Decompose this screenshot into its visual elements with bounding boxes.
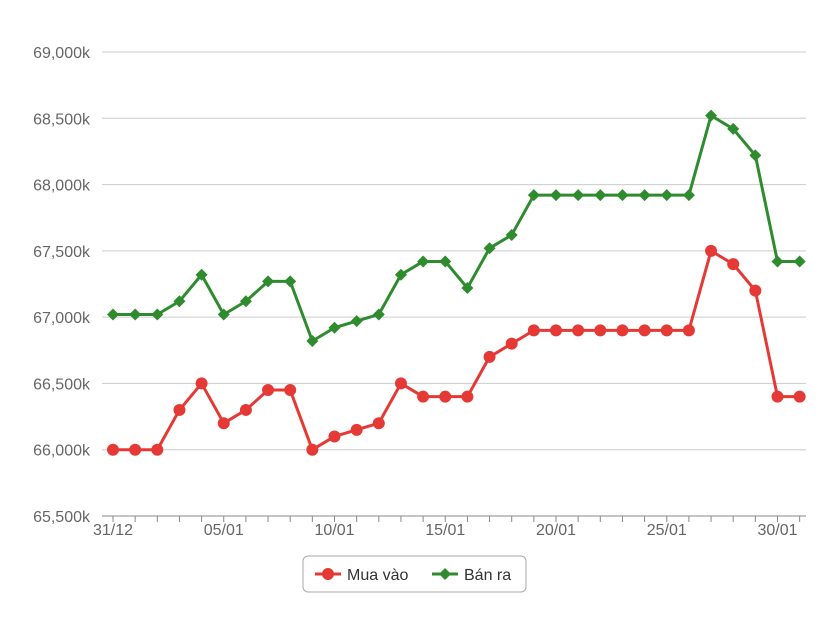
data-point[interactable] <box>727 258 740 271</box>
legend-item-ban-ra[interactable]: Bán ra <box>432 567 511 584</box>
data-point[interactable] <box>239 295 252 308</box>
data-point[interactable] <box>660 189 673 202</box>
series-ban-ra <box>107 109 806 348</box>
data-point[interactable] <box>461 281 474 294</box>
data-point[interactable] <box>682 324 695 337</box>
data-point[interactable] <box>284 384 297 397</box>
data-point[interactable] <box>151 443 164 456</box>
data-point[interactable] <box>727 122 740 135</box>
legend[interactable]: Mua vào Bán ra <box>302 555 527 593</box>
x-tick-label: 20/01 <box>536 522 576 539</box>
y-tick-label: 69,000k <box>33 45 91 62</box>
data-point[interactable] <box>129 443 142 456</box>
y-tick-label: 67,500k <box>33 244 91 261</box>
legend-marker <box>439 568 451 580</box>
data-point[interactable] <box>660 324 673 337</box>
legend-box <box>302 555 527 593</box>
data-point[interactable] <box>527 189 540 202</box>
data-point[interactable] <box>284 275 297 288</box>
series-line <box>113 249 800 452</box>
y-tick-label: 67,000k <box>33 310 91 327</box>
data-point[interactable] <box>262 275 275 288</box>
data-point[interactable] <box>173 295 186 308</box>
data-point[interactable] <box>173 403 186 416</box>
x-tick-label: 30/01 <box>757 522 797 539</box>
data-point[interactable] <box>129 308 142 321</box>
data-point[interactable] <box>594 189 607 202</box>
data-point[interactable] <box>771 390 784 403</box>
data-point[interactable] <box>616 324 629 337</box>
data-point[interactable] <box>107 443 119 456</box>
data-point[interactable] <box>594 324 607 337</box>
data-point[interactable] <box>572 189 585 202</box>
data-point[interactable] <box>483 242 496 255</box>
data-point[interactable] <box>328 321 341 334</box>
grid <box>102 51 806 517</box>
data-point[interactable] <box>616 189 629 202</box>
legend-item-mua-vao[interactable]: Mua vào <box>315 567 408 584</box>
data-point[interactable] <box>793 390 806 403</box>
x-tick-label: 15/01 <box>425 522 465 539</box>
data-point[interactable] <box>793 255 806 268</box>
y-tick-label: 65,500k <box>33 509 91 526</box>
data-point[interactable] <box>107 308 119 321</box>
y-tick-label: 66,500k <box>33 376 91 393</box>
data-point[interactable] <box>461 390 474 403</box>
data-point[interactable] <box>195 268 208 281</box>
data-point[interactable] <box>771 255 784 268</box>
data-point[interactable] <box>350 423 363 436</box>
data-point[interactable] <box>328 430 341 443</box>
data-point[interactable] <box>151 308 164 321</box>
data-point[interactable] <box>350 315 363 328</box>
data-point[interactable] <box>372 417 385 430</box>
x-tick-label: 10/01 <box>314 522 354 539</box>
x-tick-label: 25/01 <box>647 522 687 539</box>
data-point[interactable] <box>217 308 230 321</box>
data-point[interactable] <box>439 390 452 403</box>
legend-label: Bán ra <box>464 567 511 584</box>
x-tick-label: 31/12 <box>93 522 133 539</box>
data-point[interactable] <box>394 377 407 390</box>
y-tick-label: 68,000k <box>33 178 91 195</box>
data-point[interactable] <box>749 284 762 297</box>
data-point[interactable] <box>572 324 585 337</box>
data-point[interactable] <box>483 350 496 363</box>
data-point[interactable] <box>638 189 651 202</box>
data-point[interactable] <box>306 335 319 348</box>
data-point[interactable] <box>306 443 319 456</box>
series <box>107 109 806 456</box>
data-point[interactable] <box>417 255 430 268</box>
data-point[interactable] <box>550 324 562 337</box>
data-point[interactable] <box>749 149 762 162</box>
data-point[interactable] <box>550 189 562 202</box>
data-point[interactable] <box>439 255 452 268</box>
data-point[interactable] <box>195 377 208 390</box>
data-point[interactable] <box>527 324 540 337</box>
y-tick-label: 68,500k <box>33 111 91 128</box>
legend-label: Mua vào <box>347 567 408 584</box>
data-point[interactable] <box>217 417 230 430</box>
data-point[interactable] <box>239 403 252 416</box>
data-point[interactable] <box>505 228 518 241</box>
data-point[interactable] <box>372 308 385 321</box>
x-tick-label: 05/01 <box>204 522 244 539</box>
data-point[interactable] <box>682 189 695 202</box>
y-tick-label: 66,000k <box>33 443 91 460</box>
data-point[interactable] <box>262 384 275 397</box>
axes: 65,500k 66,000k 66,500k 67,000k 67,500k 68,00… <box>33 45 801 539</box>
data-point[interactable] <box>638 324 651 337</box>
data-point[interactable] <box>394 268 407 281</box>
series-mua-vao <box>107 244 806 456</box>
data-point[interactable] <box>705 244 718 257</box>
legend-marker <box>322 568 334 580</box>
data-point[interactable] <box>417 390 430 403</box>
data-point[interactable] <box>505 337 518 350</box>
data-point[interactable] <box>705 109 718 122</box>
